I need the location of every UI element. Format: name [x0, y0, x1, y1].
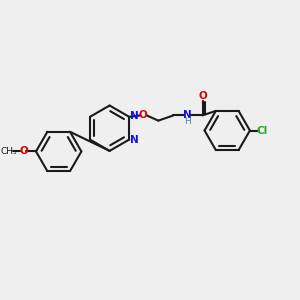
- Text: O: O: [198, 91, 207, 100]
- Text: N: N: [130, 135, 139, 145]
- Text: H: H: [184, 117, 191, 126]
- Text: N: N: [183, 110, 192, 120]
- Text: Cl: Cl: [256, 125, 268, 136]
- Text: O: O: [20, 146, 28, 157]
- Text: O: O: [139, 110, 148, 120]
- Text: CH₃: CH₃: [1, 147, 18, 156]
- Text: N: N: [130, 111, 139, 121]
